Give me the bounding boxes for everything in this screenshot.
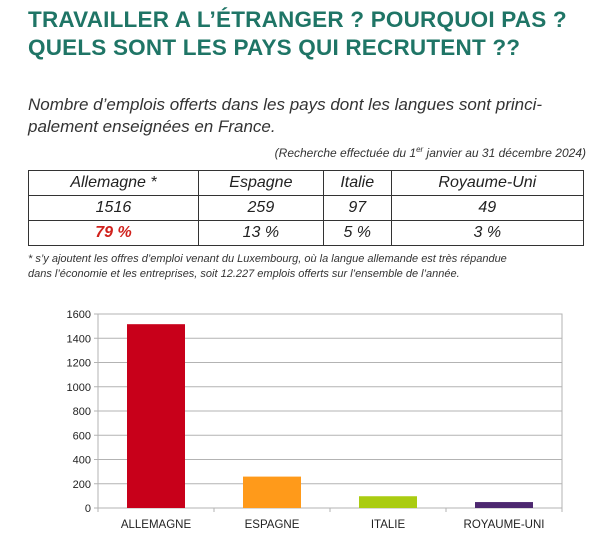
percent-allemagne: 79 % bbox=[28, 220, 199, 246]
count-espagne: 259 bbox=[197, 195, 324, 221]
footnote: * s’y ajoutent les offres d’emploi venan… bbox=[28, 252, 588, 282]
bar-italie bbox=[359, 496, 417, 508]
y-tick-label: 0 bbox=[85, 503, 91, 515]
percent-espagne: 13 % bbox=[197, 220, 324, 246]
count-royaume-uni: 49 bbox=[390, 195, 585, 221]
bar-allemagne bbox=[127, 324, 185, 508]
search-note-superscript: er bbox=[416, 145, 424, 154]
footnote-line-1: * s’y ajoutent les offres d’emploi venan… bbox=[28, 253, 507, 265]
count-allemagne: 1516 bbox=[28, 195, 199, 221]
search-note-end: janvier au 31 décembre 2024) bbox=[423, 146, 586, 160]
title-line-1: TRAVAILLER A L’ÉTRANGER ? POURQUOI PAS ? bbox=[28, 7, 567, 32]
jobs-table: Allemagne * Espagne Italie Royaume-Uni 1… bbox=[28, 170, 585, 246]
subtitle: Nombre d’emplois offerts dans les pays d… bbox=[28, 94, 593, 138]
y-tick-label: 200 bbox=[73, 479, 91, 491]
header-allemagne: Allemagne * bbox=[28, 170, 199, 196]
header-espagne: Espagne bbox=[197, 170, 324, 196]
percent-italie: 5 % bbox=[322, 220, 392, 246]
y-tick-label: 1000 bbox=[67, 382, 91, 394]
y-tick-label: 1200 bbox=[67, 358, 91, 370]
search-note-start: (Recherche effectuée du 1 bbox=[274, 146, 417, 160]
x-tick-label: ROYAUME-UNI bbox=[464, 519, 545, 531]
y-tick-label: 800 bbox=[73, 406, 91, 418]
count-italie: 97 bbox=[322, 195, 392, 221]
search-period-note: (Recherche effectuée du 1er janvier au 3… bbox=[275, 145, 586, 160]
y-tick-label: 1600 bbox=[67, 309, 91, 321]
page-title: TRAVAILLER A L’ÉTRANGER ? POURQUOI PAS ?… bbox=[28, 6, 608, 62]
subtitle-line-2: palement enseignées en France. bbox=[28, 117, 276, 136]
table-row-counts: 1516 259 97 49 bbox=[28, 195, 585, 221]
header-royaume-uni: Royaume-Uni bbox=[390, 170, 585, 196]
title-line-2: QUELS SONT LES PAYS QUI RECRUTENT ?? bbox=[28, 35, 521, 60]
bar-royaume-uni bbox=[475, 502, 533, 508]
y-tick-label: 600 bbox=[73, 430, 91, 442]
y-tick-label: 1400 bbox=[67, 333, 91, 345]
subtitle-line-1: Nombre d’emplois offerts dans les pays d… bbox=[28, 95, 543, 114]
percent-royaume-uni: 3 % bbox=[390, 220, 585, 246]
bar-espagne bbox=[243, 476, 301, 508]
header-italie: Italie bbox=[322, 170, 392, 196]
y-tick-label: 400 bbox=[73, 455, 91, 467]
bar-chart: 0 200 400 600 800 1000 1200 1400 1600 ALLEMAGNE ES… bbox=[67, 309, 563, 531]
table-header-row: Allemagne * Espagne Italie Royaume-Uni bbox=[28, 170, 585, 196]
table-row-percents: 79 % 13 % 5 % 3 % bbox=[28, 220, 585, 246]
x-tick-label: ALLEMAGNE bbox=[121, 519, 192, 531]
x-tick-label: ESPAGNE bbox=[245, 519, 300, 531]
x-tick-label: ITALIE bbox=[371, 519, 406, 531]
footnote-line-2: dans l’économie et les entreprises, soit… bbox=[28, 268, 460, 280]
